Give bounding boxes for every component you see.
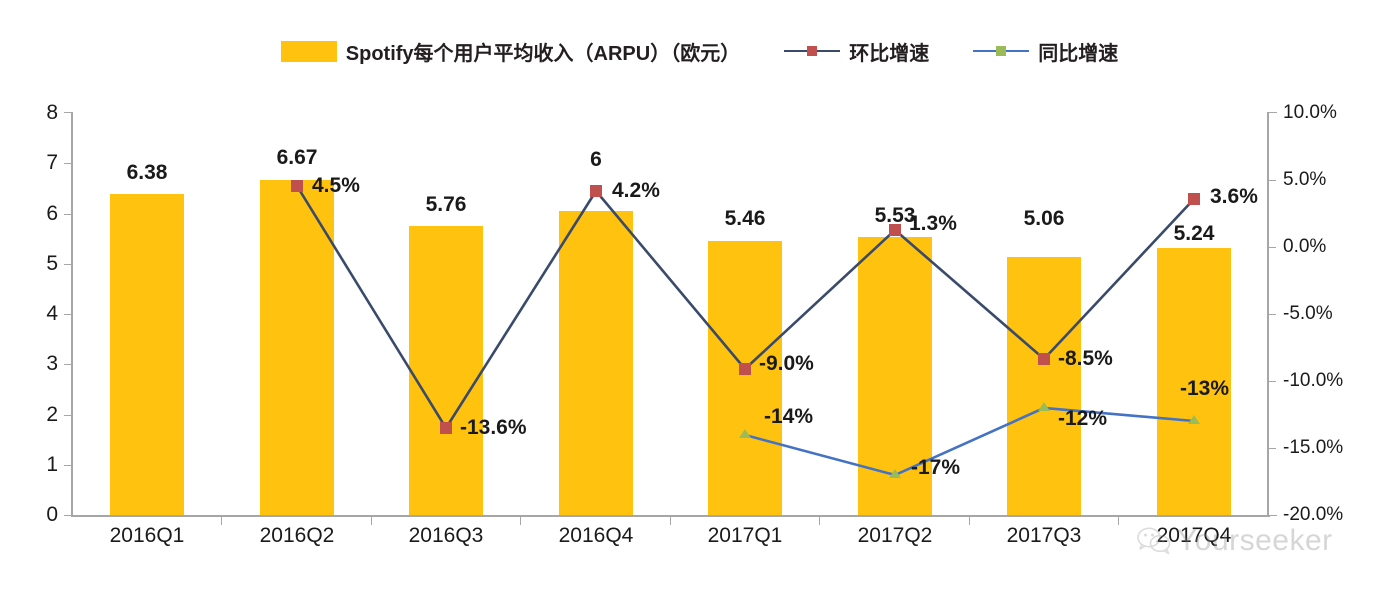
watermark-text: Yourseeker	[1177, 524, 1333, 557]
y-axis-right-line	[1267, 112, 1269, 516]
qoq-marker	[1188, 193, 1200, 205]
y-tick-right	[1269, 381, 1276, 382]
x-axis-label-2017Q4: 2017Q4	[1156, 524, 1232, 547]
yoy-value-label: -12%	[1058, 407, 1108, 430]
y-tick-left	[64, 415, 71, 416]
x-axis-label-2016Q2: 2016Q2	[259, 524, 335, 547]
y-axis-right-label: -5.0%	[1283, 303, 1333, 324]
bar-value-label: 6	[590, 148, 602, 171]
legend-item-arpu[interactable]: Spotify每个用户平均收入（ARPU）（欧元）	[280, 37, 741, 66]
x-axis-label-2016Q4: 2016Q4	[558, 524, 634, 547]
x-tick	[371, 517, 372, 525]
x-axis-label-2016Q1: 2016Q1	[109, 524, 185, 547]
bar-value-label: 5.24	[1173, 222, 1215, 245]
axis-cap-bottom-right	[1269, 515, 1277, 516]
bar-2017Q1[interactable]	[708, 241, 782, 515]
y-axis-left-label: 0	[46, 503, 58, 526]
y-tick-right	[1269, 314, 1276, 315]
y-axis-left-label: 3	[46, 352, 58, 375]
x-tick	[1118, 517, 1119, 525]
y-tick-left	[64, 264, 71, 265]
y-axis-left-label: 2	[46, 403, 58, 426]
bar-value-label: 5.46	[724, 207, 766, 230]
bar-2016Q4[interactable]	[559, 211, 633, 515]
bar-2016Q2[interactable]	[260, 180, 334, 515]
wechat-icon	[1137, 527, 1171, 555]
bar-value-label: 6.67	[276, 146, 318, 169]
x-tick	[221, 517, 222, 525]
chart-legend: Spotify每个用户平均收入（ARPU）（欧元） 环比增速 同比增速	[0, 30, 1399, 72]
y-tick-left	[64, 314, 71, 315]
x-tick	[969, 517, 970, 525]
y-axis-right-label: 10.0%	[1283, 102, 1337, 123]
y-axis-left-label: 8	[46, 101, 58, 124]
bar-2016Q3[interactable]	[409, 226, 483, 515]
red-square-marker-icon	[784, 44, 841, 58]
y-axis-left-label: 6	[46, 202, 58, 225]
x-axis-label-2017Q1: 2017Q1	[707, 524, 783, 547]
x-tick	[670, 517, 671, 525]
legend-label-arpu: Spotify每个用户平均收入（ARPU）（欧元）	[345, 42, 741, 65]
yoy-value-label: -14%	[764, 405, 814, 428]
legend-label-yoy: 同比增速	[1038, 42, 1119, 65]
y-axis-right-label: 0.0%	[1283, 236, 1327, 257]
x-tick	[520, 517, 521, 525]
x-axis-label-2016Q3: 2016Q3	[408, 524, 484, 547]
y-axis-left-line	[71, 112, 73, 516]
y-tick-left	[64, 364, 71, 365]
watermark: Yourseeker	[1137, 524, 1333, 558]
legend-item-qoq[interactable]: 环比增速	[784, 37, 929, 66]
axis-cap-bottom-left	[64, 515, 72, 516]
y-axis-right-label: -20.0%	[1283, 504, 1344, 525]
legend-label-qoq: 环比增速	[849, 42, 930, 65]
y-axis-left-label: 5	[46, 252, 58, 275]
qoq-marker	[590, 185, 602, 197]
y-tick-left	[64, 163, 71, 164]
y-tick-left	[64, 465, 71, 466]
green-triangle-marker-icon	[973, 44, 1030, 58]
qoq-value-label: -9.0%	[759, 352, 814, 375]
bar-2017Q3[interactable]	[1007, 257, 1081, 515]
qoq-value-label: 3.6%	[1210, 185, 1258, 208]
y-axis-left-label: 7	[46, 151, 58, 174]
qoq-value-label: 4.5%	[312, 174, 360, 197]
x-axis-label-2017Q3: 2017Q3	[1006, 524, 1082, 547]
x-axis-label-2017Q2: 2017Q2	[857, 524, 933, 547]
x-axis-line	[71, 515, 1270, 517]
qoq-value-label: 4.2%	[612, 179, 660, 202]
y-axis-left-label: 4	[46, 302, 58, 325]
y-axis-left-label: 1	[46, 453, 58, 476]
yoy-value-label: -17%	[911, 456, 961, 479]
bar-swatch-icon	[280, 40, 337, 62]
yoy-value-label: -13%	[1180, 377, 1230, 400]
qoq-value-label: 1.3%	[909, 212, 957, 235]
y-tick-right	[1269, 180, 1276, 181]
bar-2016Q1[interactable]	[110, 194, 184, 515]
y-axis-right-label: -10.0%	[1283, 370, 1344, 391]
y-axis-right-label: -15.0%	[1283, 437, 1344, 458]
axis-cap-top-left	[64, 112, 72, 113]
y-tick-right	[1269, 448, 1276, 449]
y-tick-left	[64, 214, 71, 215]
axis-cap-top-right	[1269, 112, 1277, 113]
x-tick	[819, 517, 820, 525]
qoq-value-label: -13.6%	[460, 416, 527, 439]
bar-value-label: 5.06	[1023, 207, 1065, 230]
y-axis-right-label: 5.0%	[1283, 169, 1327, 190]
bar-value-label: 6.38	[126, 161, 168, 184]
legend-item-yoy[interactable]: 同比增速	[973, 37, 1118, 66]
qoq-value-label: -8.5%	[1058, 347, 1113, 370]
y-tick-right	[1269, 247, 1276, 248]
bar-value-label: 5.76	[425, 193, 467, 216]
